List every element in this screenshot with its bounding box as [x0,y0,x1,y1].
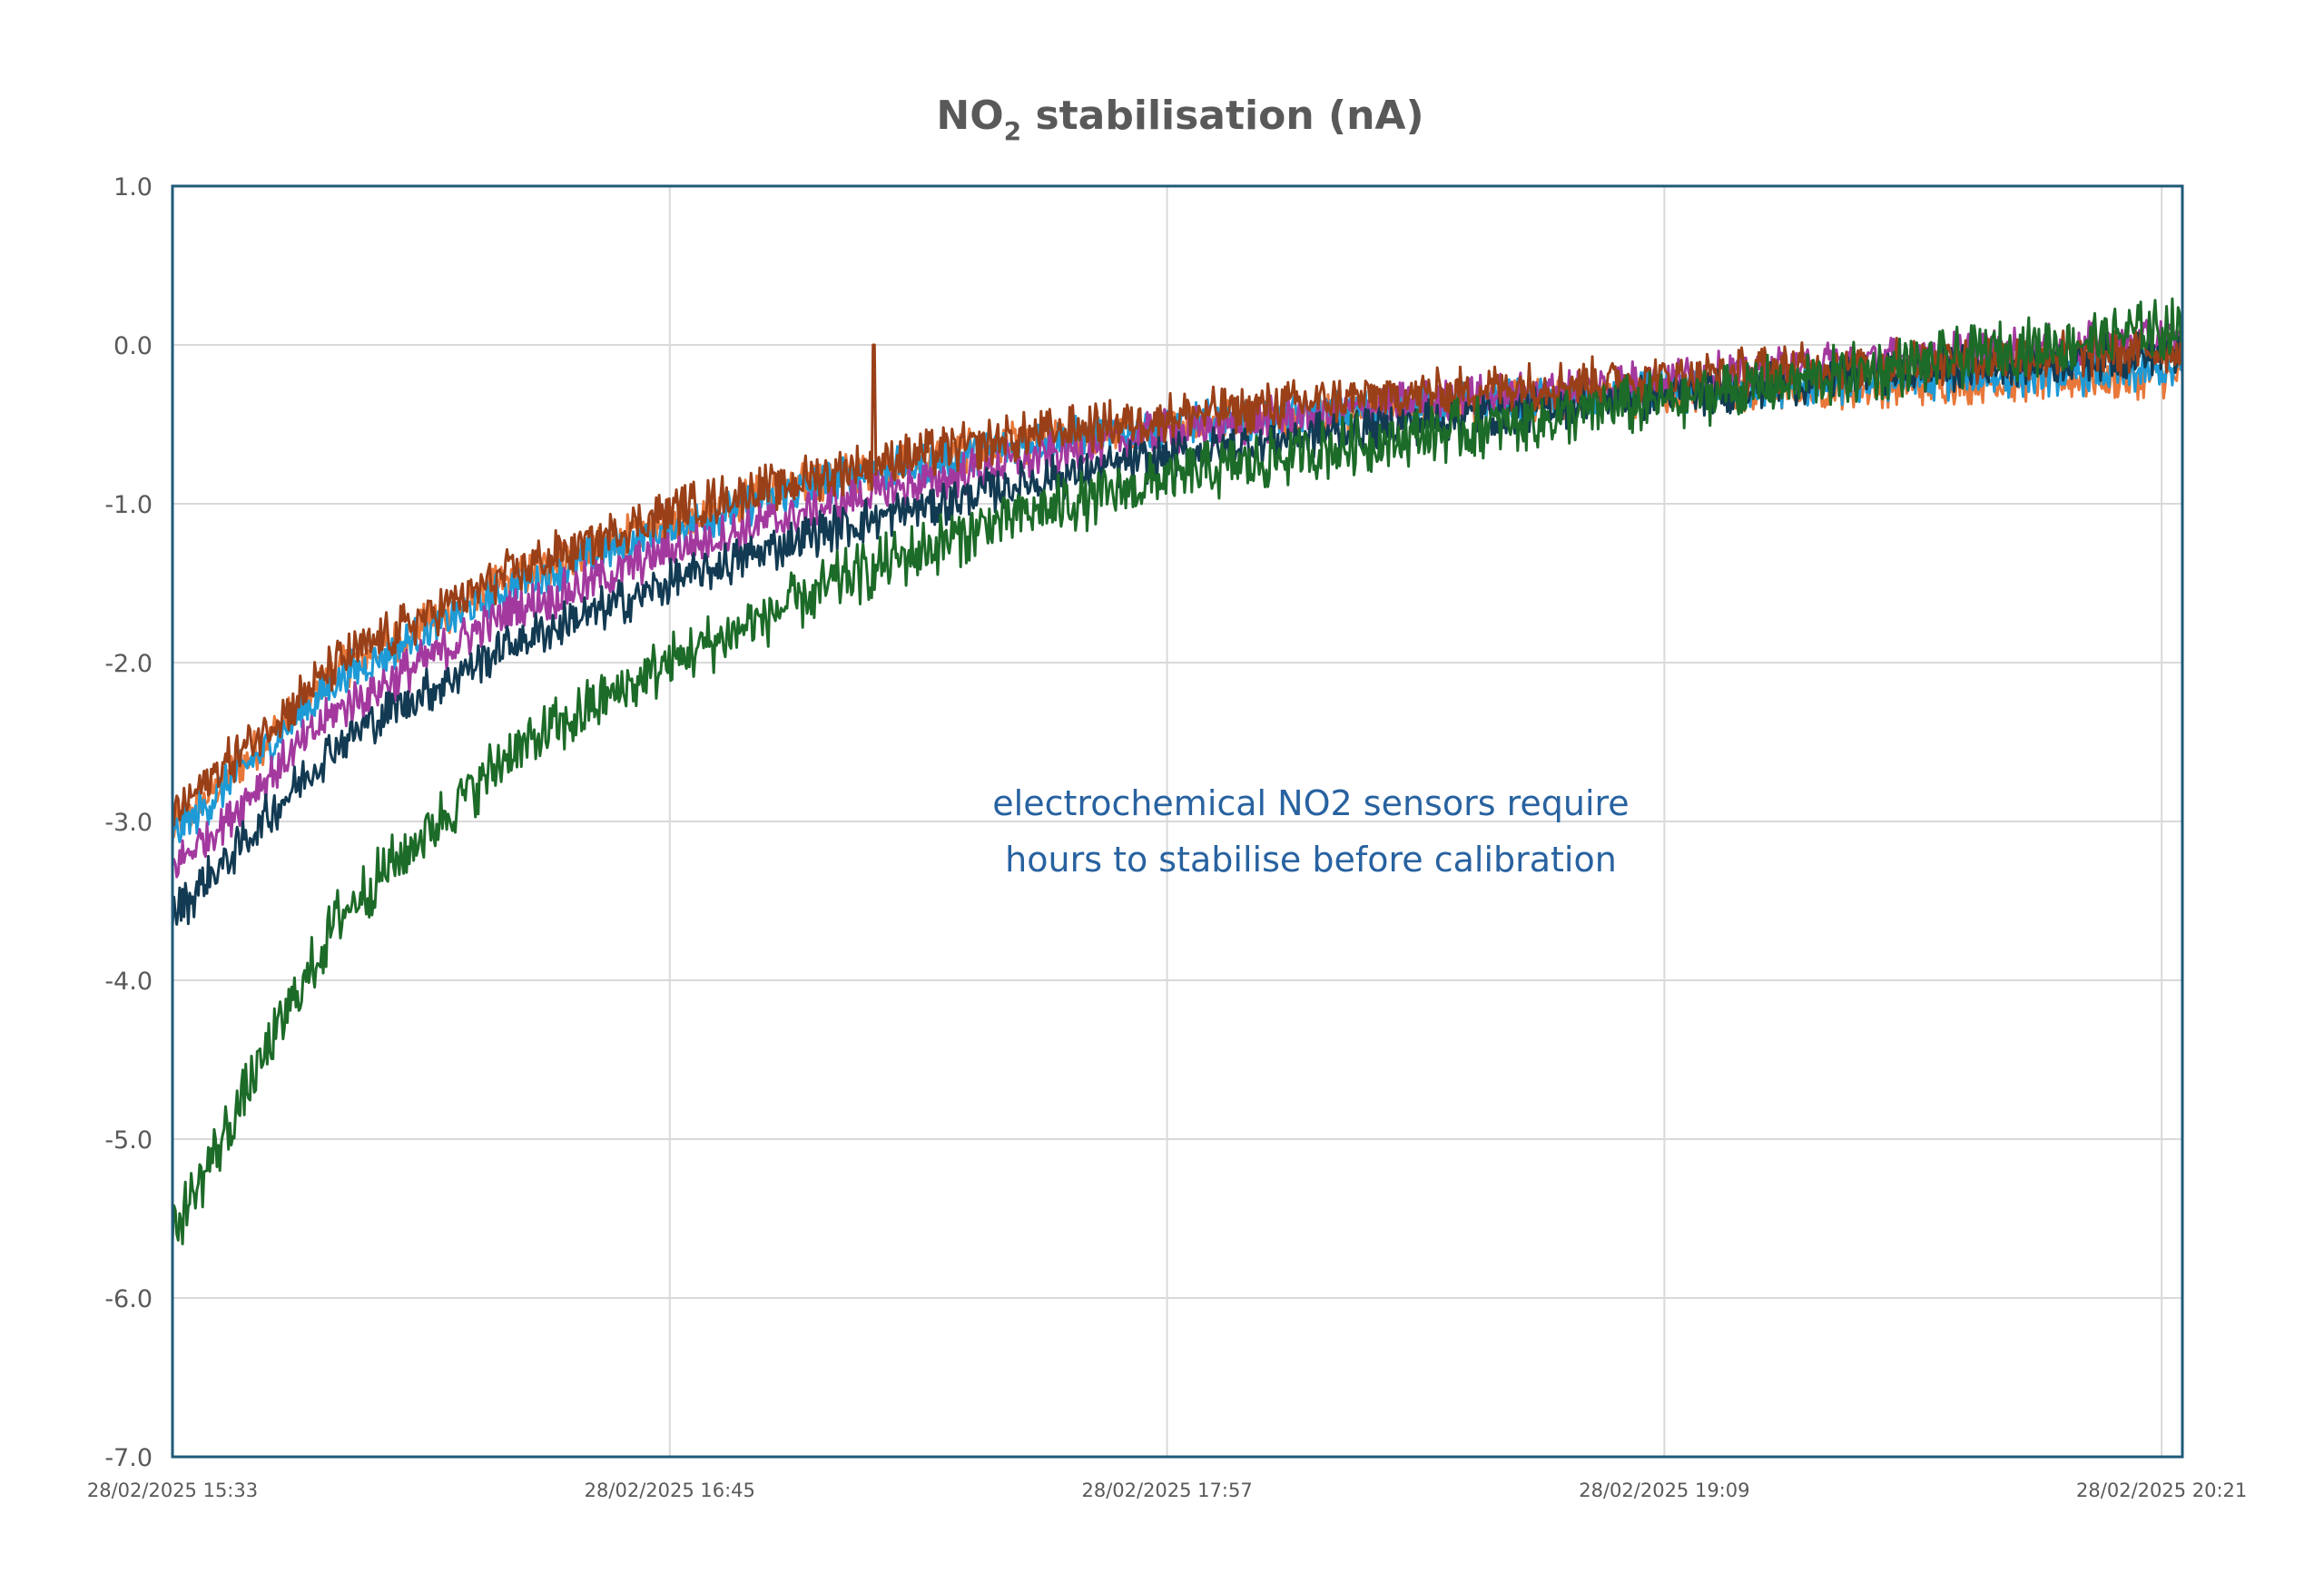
chart-title: NO2 stabilisation (nA) [936,93,1423,146]
y-tick-label: -2.0 [104,650,153,678]
y-tick-label: -3.0 [104,809,153,837]
y-tick-label: 0.0 [113,332,153,360]
annotation-line-2: hours to stabilise before calibration [1005,840,1617,880]
gridlines [172,185,2182,1458]
x-axis-ticks: 28/02/2025 15:33 28/02/2025 16:45 28/02/20… [87,1480,2247,1501]
y-axis-ticks: 1.0 0.0 -1.0 -2.0 -3.0 -4.0 -5.0 -6.0 -7.0 [104,173,153,1472]
series-lines [171,297,2184,1245]
y-tick-label: -7.0 [104,1444,153,1472]
y-tick-label: -5.0 [104,1126,153,1155]
y-tick-label: 1.0 [113,173,153,202]
annotation-line-1: electrochemical NO2 sensors require [992,783,1629,823]
x-tick-label: 28/02/2025 15:33 [87,1480,258,1501]
plot-frame [171,184,2184,1459]
series-line-4 [171,326,2184,827]
y-tick-label: -4.0 [104,968,153,996]
y-tick-label: -6.0 [104,1285,153,1313]
x-tick-label: 28/02/2025 19:09 [1579,1480,1749,1501]
y-tick-label: -1.0 [104,491,153,519]
series-line-5 [171,297,2184,1245]
x-tick-label: 28/02/2025 20:21 [2076,1480,2247,1501]
x-tick-label: 28/02/2025 17:57 [1081,1480,1252,1501]
x-tick-label: 28/02/2025 16:45 [585,1480,755,1501]
